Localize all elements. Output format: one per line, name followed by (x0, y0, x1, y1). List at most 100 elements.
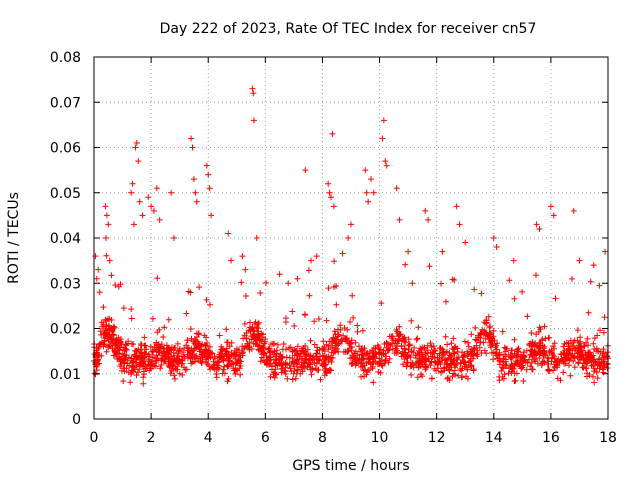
roti-point (129, 180, 136, 187)
roti-point (242, 266, 249, 273)
roti-point (103, 212, 110, 219)
roti-point (380, 117, 387, 124)
roti-point (192, 189, 199, 196)
x-tick-label: 12 (428, 430, 446, 446)
roti-point (96, 289, 103, 296)
roti-point (590, 262, 597, 269)
roti-point (239, 253, 246, 260)
roti-point (602, 248, 609, 255)
roti-point (493, 244, 500, 251)
roti-point (93, 275, 100, 282)
roti-point (228, 257, 235, 264)
roti-point (205, 171, 212, 178)
roti-point (170, 235, 177, 241)
roti-point (106, 257, 113, 264)
roti-point (308, 257, 315, 264)
roti-point (190, 176, 197, 183)
roti-point (128, 189, 135, 196)
roti-point (133, 139, 140, 146)
roti-point (348, 221, 354, 228)
roti-point (92, 253, 99, 260)
roti-point (570, 207, 577, 214)
roti-point (135, 158, 142, 165)
roti-point (383, 162, 390, 169)
roti-point (345, 235, 352, 241)
roti-point (363, 189, 370, 196)
roti-point (188, 135, 195, 142)
roti-point (453, 203, 460, 210)
roti-point (249, 85, 256, 92)
roti-point (253, 235, 260, 241)
y-tick-label: 0.08 (50, 50, 81, 66)
roti-point (145, 194, 152, 201)
roti-point (105, 221, 112, 228)
roti-point (382, 158, 389, 165)
y-tick-label: 0.07 (50, 95, 81, 111)
roti-point (193, 198, 200, 205)
roti-point (102, 235, 109, 241)
y-tick-labels: 0 0.01 0.02 0.03 0.04 0.05 0.06 0.07 0.08 (50, 50, 81, 428)
y-tick-label: 0.03 (50, 276, 81, 292)
x-tick-label: 16 (542, 430, 560, 446)
roti-point (139, 212, 146, 219)
roti-point (456, 221, 463, 228)
y-axis-label: ROTI / TECUs (6, 192, 22, 284)
roti-point (302, 167, 309, 174)
roti-cloud-markers (91, 250, 611, 387)
roti-point (203, 162, 210, 169)
x-tick-label: 10 (371, 430, 389, 446)
roti-point (325, 180, 332, 187)
roti-point (547, 203, 554, 210)
x-axis-label: GPS time / hours (292, 458, 409, 474)
y-tick-label: 0.06 (50, 141, 81, 157)
roti-point (365, 198, 372, 205)
x-tick-label: 18 (599, 430, 617, 446)
roti-point (329, 130, 336, 137)
roti-point (250, 117, 257, 124)
x-tick-label: 6 (261, 430, 270, 446)
roti-point (326, 189, 333, 196)
roti-point (533, 221, 540, 228)
y-tick-label: 0.05 (50, 186, 81, 202)
chart-title: Day 222 of 2023, Rate Of TEC Index for r… (160, 21, 537, 37)
roti-point (208, 212, 215, 219)
y-tick-label: 0.04 (50, 231, 81, 247)
x-tick-label: 14 (485, 430, 503, 446)
roti-point (225, 230, 232, 237)
roti-point (536, 225, 543, 232)
roti-point (550, 212, 557, 219)
roti-point (367, 176, 374, 183)
roti-point (362, 167, 369, 174)
roti-point (130, 221, 137, 228)
data-points (91, 85, 611, 387)
y-tick-label: 0.02 (50, 322, 81, 338)
roti-point (425, 216, 432, 223)
roti-point (439, 248, 446, 255)
roti-point (328, 194, 335, 201)
roti-point (189, 144, 196, 151)
roti-point (370, 189, 377, 196)
roti-point (250, 90, 257, 97)
x-tick-label: 2 (147, 430, 156, 446)
roti-point (330, 203, 337, 210)
roti-point (510, 257, 517, 264)
roti-point (276, 271, 283, 278)
roti-point (102, 203, 109, 210)
roti-point (153, 185, 160, 192)
y-tick-label: 0 (72, 412, 81, 428)
x-tick-label: 0 (90, 430, 99, 446)
roti-point (379, 135, 386, 142)
x-tick-label: 8 (318, 430, 327, 446)
roti-point (132, 144, 139, 151)
axis-ticks (93, 56, 609, 420)
roti-point (462, 239, 469, 246)
roti-point (148, 203, 155, 210)
roti-point (576, 257, 583, 264)
roti-point (490, 235, 497, 241)
roti-point (168, 189, 175, 196)
roti-point (206, 185, 213, 192)
roti-point (393, 185, 400, 192)
roti-point (285, 280, 292, 287)
